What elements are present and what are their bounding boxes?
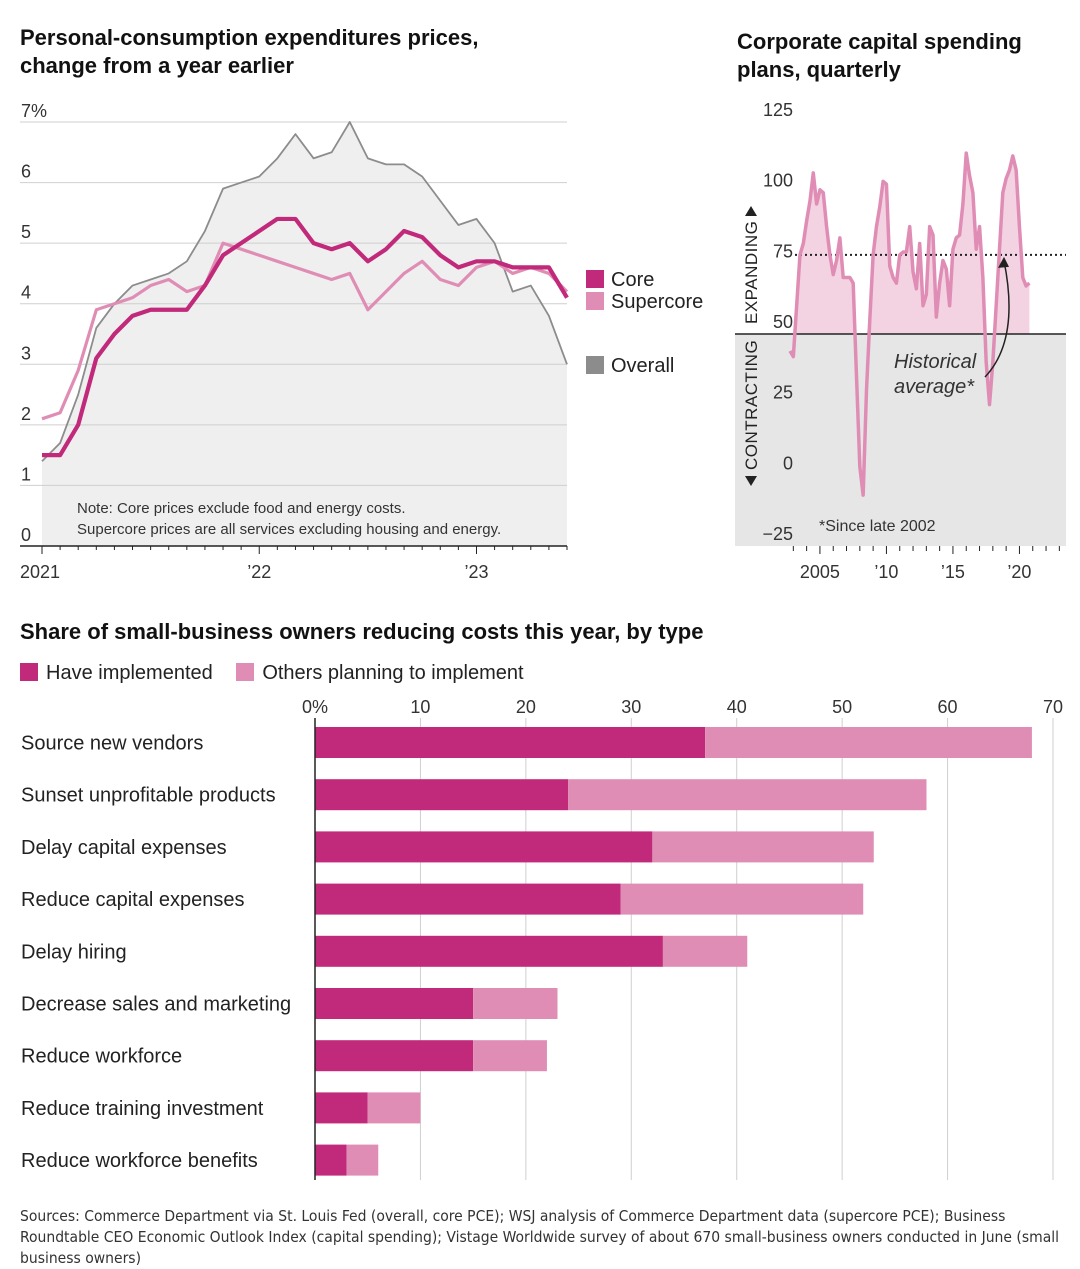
capex-footnote: *Since late 2002 bbox=[819, 518, 936, 535]
overall-area bbox=[42, 122, 567, 546]
pce-chart: 0 1 2 3 4 5 6 7% 2021 ’22 ’23 Note: Core prices exc… bbox=[20, 101, 703, 582]
bar-have-implemented bbox=[315, 935, 663, 967]
bar-category-label: Source new vendors bbox=[21, 733, 203, 755]
bar-category-label: Delay hiring bbox=[21, 941, 127, 963]
bar-others-planning bbox=[568, 779, 927, 811]
capex-title-line1: Corporate capital spending bbox=[737, 29, 1022, 54]
legend-supercore-swatch bbox=[586, 292, 604, 310]
pce-y-tick-label: 0 bbox=[21, 525, 31, 545]
supercore-line bbox=[41, 241, 569, 421]
smallbiz-chart-title: Share of small-business owners reducing … bbox=[20, 619, 704, 644]
historical-average-annotation-line1: Historical bbox=[894, 351, 977, 373]
capex-y-tick-label: 125 bbox=[763, 100, 793, 120]
sources-note: Sources: Commerce Department via St. Lou… bbox=[20, 1207, 1059, 1267]
capex-y-tick-label: 100 bbox=[763, 171, 793, 191]
bar-have-implemented bbox=[315, 779, 569, 811]
bar-x-tick-label: 60 bbox=[938, 697, 958, 717]
capex-x-tick-label: ’15 bbox=[941, 562, 965, 582]
pce-x-tick-label: ’22 bbox=[247, 562, 271, 582]
bar-others-planning bbox=[705, 727, 1032, 758]
bar-category-label: Sunset unprofitable products bbox=[21, 785, 276, 807]
pce-chart-title: Personal-consumption expenditures prices… bbox=[20, 24, 540, 80]
pce-y-tick-label: 3 bbox=[21, 343, 31, 363]
pce-y-tick-label: 5 bbox=[21, 222, 31, 242]
capex-x-tick-label: 2005 bbox=[800, 562, 840, 582]
capex-y-tick-label: 25 bbox=[773, 383, 793, 403]
capex-y-tick-label: 0 bbox=[783, 453, 793, 473]
capex-chart: 125 100 75 50 25 0 −25 2005 ’10 ’15 ’20 EXPANDING CO… bbox=[735, 100, 1066, 582]
bar-others-planning bbox=[652, 831, 874, 863]
overall-line bbox=[41, 121, 568, 462]
bar-category-label: Reduce workforce benefits bbox=[21, 1150, 258, 1172]
historical-average-annotation-line2: average* bbox=[894, 376, 975, 398]
legend-have-implemented: Have implemented bbox=[20, 662, 213, 685]
legend-swatch-planning bbox=[236, 663, 255, 681]
pce-y-tick-label: 7% bbox=[21, 101, 47, 121]
capex-title-line2: plans, quarterly bbox=[737, 57, 901, 82]
legend-others-planning: Others planning to implement bbox=[236, 662, 524, 685]
capex-y-tick-label: 50 bbox=[773, 312, 793, 332]
bar-others-planning bbox=[473, 988, 558, 1019]
bar-others-planning bbox=[367, 1092, 421, 1124]
legend-label-planning: Others planning to implement bbox=[262, 662, 524, 684]
expanding-arrow-icon bbox=[745, 206, 757, 216]
pce-x-tick-label: 2021 bbox=[20, 562, 60, 582]
annotation-arrow-line bbox=[984, 260, 1010, 378]
bar-category-label: Reduce workforce bbox=[21, 1046, 182, 1068]
contracting-label: CONTRACTING bbox=[742, 340, 761, 470]
expanding-label-group: EXPANDING bbox=[742, 206, 761, 324]
bar-x-tick-label: 30 bbox=[621, 697, 641, 717]
bar-have-implemented bbox=[315, 1040, 474, 1072]
bar-x-tick-label: 50 bbox=[832, 697, 852, 717]
capex-x-tick-label: ’20 bbox=[1007, 562, 1031, 582]
pce-y-tick-label: 4 bbox=[21, 283, 31, 303]
capex-y-tick-label: 75 bbox=[773, 241, 793, 261]
legend-label-implemented: Have implemented bbox=[46, 662, 213, 684]
capex-chart-title: Corporate capital spending plans, quarte… bbox=[737, 28, 1067, 84]
bar-have-implemented bbox=[315, 988, 474, 1019]
pce-note-line2: Supercore prices are all services exclud… bbox=[77, 521, 501, 538]
bar-x-tick-label: 40 bbox=[727, 697, 747, 717]
contracting-label-group: CONTRACTING bbox=[742, 340, 761, 486]
legend-overall-swatch bbox=[586, 356, 604, 374]
bar-have-implemented bbox=[315, 727, 706, 758]
bar-others-planning bbox=[620, 883, 864, 915]
bar-have-implemented bbox=[315, 883, 621, 915]
legend-supercore-label: Supercore bbox=[611, 291, 703, 313]
capex-y-tick-label: −25 bbox=[762, 524, 793, 544]
capex-x-tick-label: ’10 bbox=[874, 562, 898, 582]
bar-others-planning bbox=[662, 935, 748, 967]
bar-have-implemented bbox=[315, 1144, 347, 1176]
bar-x-tick-label: 0% bbox=[302, 697, 328, 717]
bar-category-label: Delay capital expenses bbox=[21, 837, 227, 859]
bar-others-planning bbox=[346, 1144, 379, 1176]
pce-y-tick-label: 6 bbox=[21, 162, 31, 182]
contracting-region bbox=[735, 334, 1066, 546]
legend-swatch-implemented bbox=[20, 663, 38, 681]
pce-title-line1: Personal-consumption expenditures prices… bbox=[20, 25, 479, 50]
bar-others-planning bbox=[473, 1040, 547, 1072]
bar-category-label: Reduce training investment bbox=[21, 1098, 264, 1120]
core-line bbox=[42, 216, 569, 458]
bar-category-label: Reduce capital expenses bbox=[21, 889, 244, 911]
bar-have-implemented bbox=[315, 831, 653, 863]
bar-x-tick-label: 10 bbox=[410, 697, 430, 717]
contracting-arrow-icon bbox=[745, 476, 757, 486]
bar-have-implemented bbox=[315, 1092, 368, 1124]
capex-line bbox=[788, 151, 1031, 497]
pce-title-line2: change from a year earlier bbox=[20, 53, 294, 78]
smallbiz-legend: Have implemented Others planning to impl… bbox=[20, 662, 542, 685]
annotation-arrowhead-icon bbox=[998, 256, 1009, 268]
bar-x-tick-label: 20 bbox=[516, 697, 536, 717]
bar-x-tick-label: 70 bbox=[1043, 697, 1063, 717]
pce-y-tick-label: 1 bbox=[21, 464, 31, 484]
legend-core-label: Core bbox=[611, 269, 654, 291]
bar-category-label: Decrease sales and marketing bbox=[21, 994, 291, 1016]
pce-note-line1: Note: Core prices exclude food and energ… bbox=[77, 500, 406, 517]
legend-core-swatch bbox=[586, 270, 604, 288]
legend-overall-label: Overall bbox=[611, 355, 674, 377]
expanding-label: EXPANDING bbox=[742, 221, 761, 324]
pce-x-tick-label: ’23 bbox=[464, 562, 488, 582]
pce-y-tick-label: 2 bbox=[21, 404, 31, 424]
